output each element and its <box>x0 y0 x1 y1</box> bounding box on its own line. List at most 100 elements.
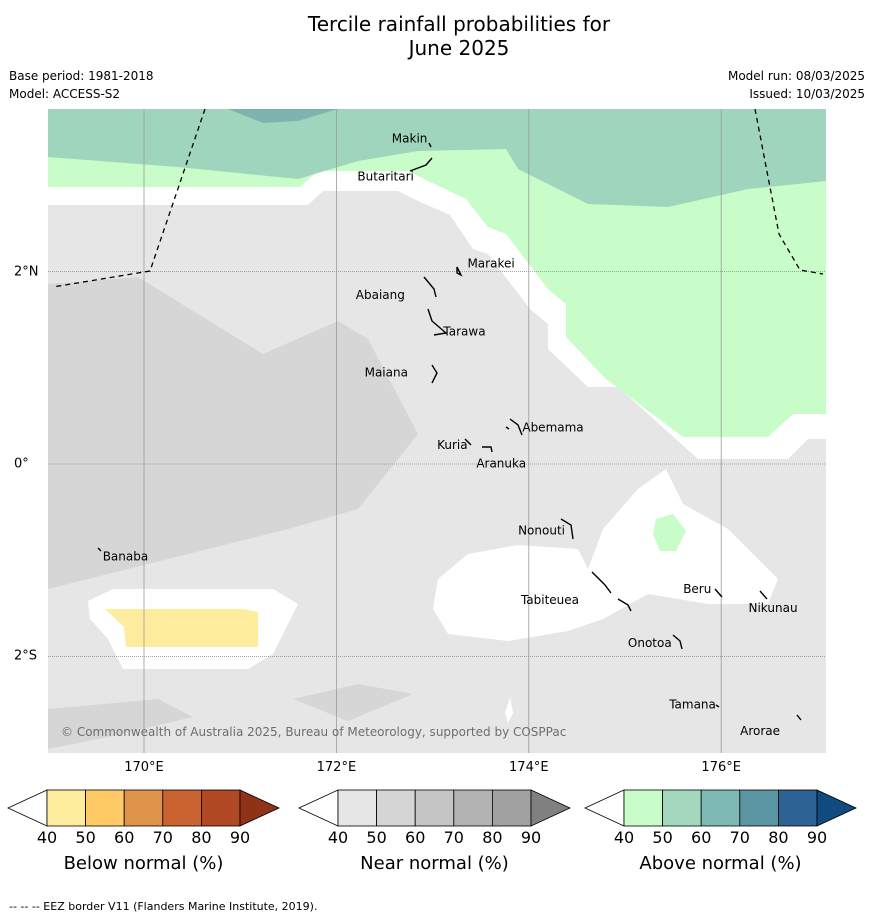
low-probability-region-se <box>433 469 778 641</box>
place-label-abemama: Abemama <box>522 421 583 435</box>
island-tamana <box>715 704 720 708</box>
island-arorae <box>796 714 802 721</box>
colorbar-1-segment-2 <box>414 789 455 827</box>
colorbar-2-label-0: 40 <box>613 828 635 847</box>
colorbar-2-label-5: 90 <box>806 828 828 847</box>
colorbar-1-label-2: 60 <box>405 828 426 847</box>
page-title: Tercile rainfall probabilities for June … <box>0 12 873 60</box>
island-beru <box>714 588 723 598</box>
place-label-abaiang: Abaiang <box>356 288 405 302</box>
colorbar-2-max-extend <box>816 789 857 827</box>
place-label-maiana: Maiana <box>365 366 408 380</box>
island-kuria <box>464 438 472 446</box>
place-label-onotoa: Onotoa <box>628 636 672 650</box>
place-label-nikunau: Nikunau <box>748 601 797 615</box>
eez-border-east <box>754 109 824 275</box>
colorbar-1-segment-1 <box>376 789 416 827</box>
colorbar-1-segment-3 <box>453 789 493 827</box>
meta-right: Model run: 08/03/2025 Issued: 10/03/2025 <box>728 67 865 103</box>
colorbar-2-label-2: 60 <box>691 828 712 847</box>
colorbar-1-label-4: 80 <box>482 828 503 847</box>
colorbar-2-label-1: 50 <box>652 828 673 847</box>
base-period: Base period: 1981-2018 <box>9 69 154 83</box>
colorbar-0-segment-0 <box>46 789 86 827</box>
near-normal-50-patch-sw <box>48 699 193 749</box>
colorbar-2-segment-2 <box>700 789 741 827</box>
place-label-nonouti: Nonouti <box>518 524 565 538</box>
island-marakei <box>456 266 463 277</box>
place-label-butaritari: Butaritari <box>357 170 414 184</box>
colorbar-1-segment-0 <box>337 789 377 827</box>
colorbar-1-label-1: 50 <box>366 828 387 847</box>
colorbar-1-max-extend <box>530 789 571 827</box>
above-normal-60-region <box>228 109 338 123</box>
colorbar-0-min-extend <box>7 789 48 827</box>
island-abaiang <box>423 276 437 298</box>
colorbar-0-title: Below normal (%) <box>63 853 224 874</box>
colorbar-0-label-1: 50 <box>75 828 96 847</box>
colorbar-0-segment-2 <box>123 789 164 827</box>
place-label-arorae: Arorae <box>740 724 780 738</box>
place-label-beru: Beru <box>683 582 711 596</box>
colorbar-0-label-3: 70 <box>152 828 173 847</box>
colorbar-0-label-5: 90 <box>229 828 251 847</box>
forecast-map: Makin Butaritari Marakei Abaiang Tarawa Maian… <box>48 109 826 753</box>
colorbar-0-label-0: 40 <box>36 828 58 847</box>
island-onotoa <box>672 634 683 650</box>
gridlines <box>48 109 826 753</box>
colorbar-2-segment-4 <box>778 789 818 827</box>
colorbar-1-label-5: 90 <box>520 828 542 847</box>
place-label-makin: Makin <box>392 132 428 146</box>
model-run: Model run: 08/03/2025 <box>727 69 865 83</box>
above-normal-patch-se <box>653 514 686 551</box>
island-tarawa <box>427 308 448 336</box>
lon-tick-label-0: 170°E <box>124 760 164 775</box>
colorbar-2-title: Above normal (%) <box>639 853 802 874</box>
place-label-tarawa: Tarawa <box>442 324 485 338</box>
model-name: Model: ACCESS-S2 <box>9 87 121 101</box>
near-normal-50-region <box>48 277 418 589</box>
colorbar-1-title: Near normal (%) <box>360 853 509 874</box>
colorbar-svg <box>7 789 857 827</box>
eez-border-west <box>52 109 206 288</box>
issued-date: Issued: 10/03/2025 <box>749 87 865 101</box>
lat-tick-label-2: 2°S <box>14 648 38 664</box>
colorbar-2-label-3: 70 <box>729 828 750 847</box>
island-makin <box>428 142 432 148</box>
island-butaritari <box>409 157 433 172</box>
lon-tick-label-2: 174°E <box>509 760 549 775</box>
island-abemama <box>505 418 523 436</box>
colorbar-1-min-extend <box>298 789 339 827</box>
map-svg: Makin Butaritari Marakei Abaiang Tarawa Maian… <box>48 109 826 753</box>
place-label-aranuka: Aranuka <box>476 457 526 471</box>
island-maiana <box>431 364 438 384</box>
lat-tick-label-0: 2°N <box>14 264 39 280</box>
island-nonouti <box>560 518 574 540</box>
eez-footer-note: -- -- -- EEZ border V11 (Flanders Marine… <box>9 900 318 913</box>
title-line-2: June 2025 <box>408 36 510 60</box>
below-normal-40-region <box>105 609 258 647</box>
near-normal-50-patch-south <box>293 684 413 721</box>
place-label-tabiteuea: Tabiteuea <box>520 593 579 607</box>
place-label-tamana: Tamana <box>668 698 716 712</box>
lat-tick-label-1: 0° <box>14 456 29 472</box>
colorbar-2-segment-3 <box>739 789 779 827</box>
island-banaba <box>97 547 102 552</box>
above-normal-50-region <box>48 109 826 207</box>
title-line-1: Tercile rainfall probabilities for <box>307 12 611 36</box>
meta-left: Base period: 1981-2018 Model: ACCESS-S2 <box>9 67 154 103</box>
lon-tick-label-3: 176°E <box>701 760 741 775</box>
colorbar-1-label-0: 40 <box>327 828 349 847</box>
low-probability-spot <box>505 697 513 723</box>
colorbar-2-min-extend <box>584 789 625 827</box>
colorbar-2-segment-0 <box>623 789 663 827</box>
island-tabiteuea <box>591 571 632 612</box>
place-label-banaba: Banaba <box>103 550 149 564</box>
colorbar-2-label-4: 80 <box>768 828 789 847</box>
colorbar-0-segment-1 <box>85 789 125 827</box>
island-nikunau <box>759 590 768 600</box>
island-outlines <box>97 142 802 721</box>
colorbar-0-segment-3 <box>162 789 202 827</box>
place-labels: Makin Butaritari Marakei Abaiang Tarawa Maian… <box>103 132 798 738</box>
colorbar-0-label-4: 80 <box>191 828 212 847</box>
